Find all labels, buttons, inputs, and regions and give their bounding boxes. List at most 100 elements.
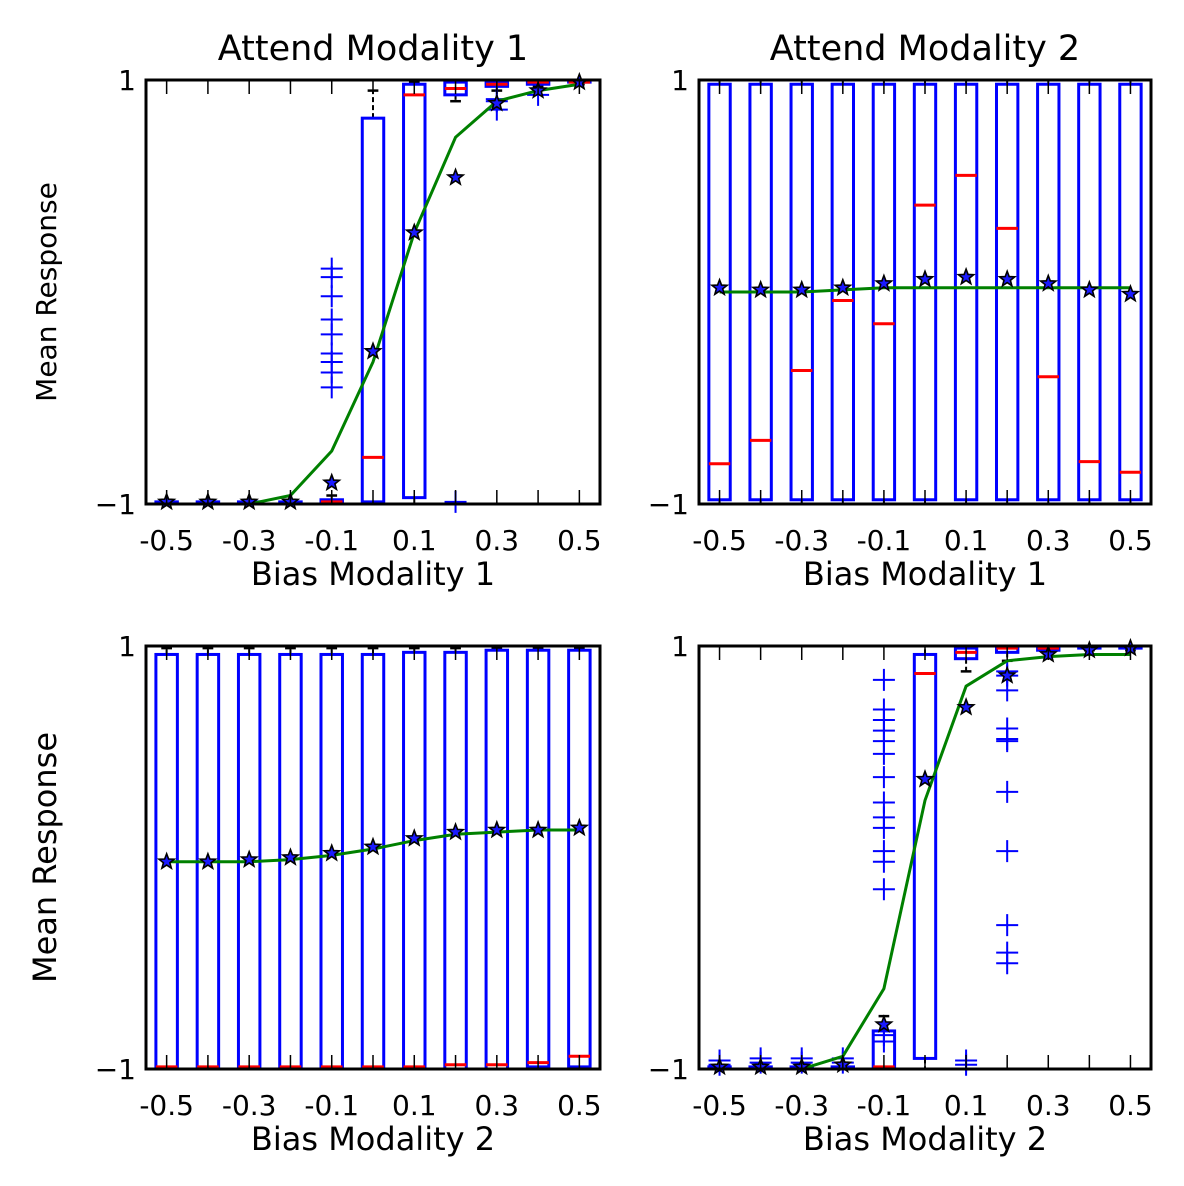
box-group [360,89,386,506]
y-tick-label: 1 [118,64,136,97]
box-group [443,646,468,1071]
box-group [484,646,510,1071]
subplot-title: Attend Modality 2 [770,29,1080,69]
outlier-marker [996,840,1019,863]
mean-marker [404,222,425,241]
outlier-marker [996,952,1019,975]
mean-marker [156,851,177,871]
box [319,652,344,1071]
box [402,650,427,1071]
outlier-marker [996,679,1019,702]
outlier-marker [872,878,895,901]
mean-marker [874,1014,894,1033]
x-tick-label: 0.1 [392,1089,437,1122]
outlier-marker [872,668,895,691]
fit-line [166,82,580,506]
mean-marker [709,277,730,297]
box [1036,82,1061,502]
y-tick-label: 1 [118,630,136,663]
box [912,82,938,502]
box [402,82,427,500]
mean-marker [956,697,976,716]
mean-marker [404,828,425,847]
mean-marker [198,851,218,871]
box-group [319,646,344,1071]
x-tick-label: 0.3 [475,1089,520,1122]
y-axis-label: Mean Response [26,732,64,983]
box [953,82,979,502]
outlier-marker [320,323,343,346]
box [360,652,386,1071]
box [443,650,468,1071]
axes-frame [697,644,1153,1071]
outlier-marker [872,850,895,873]
outlier-marker [320,285,343,308]
mean-marker [487,819,507,839]
x-tick-label: 0.5 [1108,1089,1153,1122]
x-tick-label: -0.1 [857,1089,912,1122]
mean-marker [487,93,507,112]
box-group [871,78,897,506]
fit-line [719,652,1131,1071]
subplot-title: Attend Modality 1 [218,29,528,69]
mean-marker [997,268,1017,288]
mean-marker [956,266,976,286]
subplot-3: -0.5 -0.3 -0.1 0.1 0.3 0.5 −1 1 Bias Modality 2 M… [26,630,602,1158]
x-tick-label: 0.3 [475,524,520,557]
fit-line [719,286,1131,294]
mean-marker [915,768,935,788]
x-tick-label: -0.3 [222,524,277,557]
x-tick-label: 0.3 [1026,1089,1071,1122]
axes-frame [144,78,602,506]
outlier-marker [320,266,343,289]
x-axis-label: Bias Modality 1 [803,555,1047,593]
mean-marker [363,836,383,856]
mean-marker [363,341,383,360]
y-tick-label: 1 [671,64,689,97]
mean-marker [445,167,466,186]
subplot-4: -0.5 -0.3 -0.1 0.1 0.3 0.5 −1 1 Bias Modality 2 [648,630,1153,1158]
box [994,82,1020,502]
box-group [525,646,551,1071]
x-tick-label: 0.1 [392,524,437,557]
mean-marker [833,277,853,297]
box-group [953,78,979,506]
box [871,82,897,502]
mean-marker [1079,279,1100,299]
y-tick-label: 1 [671,630,689,663]
y-tick-label: −1 [95,1053,136,1086]
mean-marker [239,849,259,868]
box-group [567,646,592,1071]
mean-marker [280,847,301,866]
box [360,116,386,504]
box-group [1036,78,1061,506]
outlier-marker [320,376,343,399]
x-tick-label: -0.5 [139,524,194,557]
mean-marker [750,279,771,299]
x-tick-label: -0.1 [857,524,912,557]
x-tick-label: -0.1 [304,524,359,557]
mean-marker [321,472,342,492]
outlier-marker [996,728,1019,751]
outlier-marker [872,742,895,765]
x-tick-label: -0.5 [139,1089,194,1122]
box-group [912,78,938,506]
x-axis-label: Bias Modality 1 [251,555,495,593]
x-tick-label: -0.1 [304,1089,359,1122]
box-group [402,646,427,1071]
box [912,652,938,1060]
subplot-2: -0.5 -0.3 -0.1 0.1 0.3 0.5 −1 1 Attend Modality … [648,29,1153,593]
mean-marker [1120,283,1141,303]
mean-marker [1038,273,1059,292]
mean-marker [791,279,812,299]
mean-marker [569,817,590,837]
y-tick-label: −1 [648,488,689,521]
x-tick-label: 0.3 [1026,524,1071,557]
outlier-marker [872,816,895,839]
outlier-marker [872,1030,895,1053]
box [484,648,510,1071]
outlier-marker [996,780,1019,803]
x-tick-label: 0.1 [944,1089,989,1122]
x-tick-label: 0.5 [557,524,602,557]
